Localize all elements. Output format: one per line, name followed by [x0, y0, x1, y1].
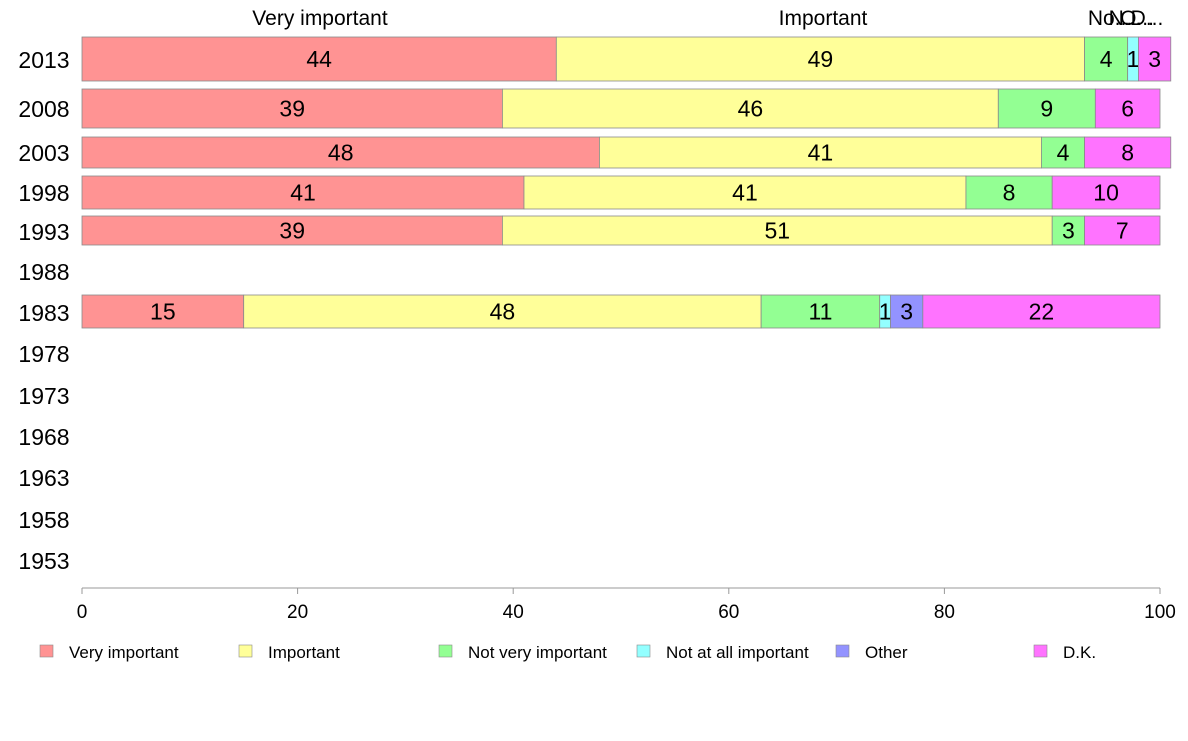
bar-1983-not-very-important [760, 294, 881, 329]
bar-value-label: 10 [1093, 180, 1119, 206]
bar-2003-d-k- [1084, 136, 1172, 169]
y-axis-labels: 2013 2008 2003 1998 1993 1988 1983 1978 1973 1968… [18, 47, 69, 574]
bar-value-label: 22 [1029, 299, 1055, 325]
bar-2008-d-k- [1094, 88, 1161, 129]
y-tick-label-1973: 1973 [18, 383, 69, 409]
legend-label-not-at-all-important: Not at all important [666, 643, 809, 662]
top-label-3: N... [1109, 7, 1142, 30]
bar-value-label: 41 [808, 140, 834, 166]
x-tick-label-0: 0 [77, 602, 88, 623]
bar-2003-not-very-important [1041, 136, 1085, 169]
bar-1993-not-very-important [1051, 215, 1085, 246]
y-tick-label-1963: 1963 [18, 465, 69, 491]
legend-swatch-important [238, 644, 253, 658]
x-tick-label-60: 60 [718, 602, 739, 623]
legend: Very important Important Not very importan… [39, 643, 1096, 662]
bar-value-label: 6 [1121, 96, 1134, 122]
bar-value-label: 3 [900, 299, 913, 325]
top-category-labels: Very important Important No...N...O...D... [252, 7, 1163, 30]
bar-value-label: 1 [879, 299, 892, 325]
bar-1983-very-important [81, 294, 245, 329]
bar-1993-very-important [81, 215, 503, 246]
bar-value-label: 3 [1062, 218, 1075, 244]
bar-value-label: 4 [1100, 46, 1113, 72]
y-tick-label-2013: 2013 [18, 47, 69, 73]
bar-1983-important [243, 294, 762, 329]
bar-value-label: 41 [290, 180, 316, 206]
bar-value-label: 11 [808, 299, 832, 325]
y-tick-label-2003: 2003 [18, 140, 69, 166]
x-tick-label-20: 20 [287, 602, 308, 623]
bar-1993-important [502, 215, 1053, 246]
legend-swatch-d-k [1033, 644, 1048, 658]
bar-1998-important [523, 175, 967, 210]
bar-value-label: 44 [306, 46, 332, 72]
y-tick-label-1988: 1988 [18, 259, 69, 285]
y-tick-label-1953: 1953 [18, 548, 69, 574]
x-tick-label-100: 100 [1144, 602, 1176, 623]
bar-value-label: 7 [1116, 218, 1129, 244]
top-label-4: O... [1120, 7, 1154, 30]
bar-value-label: 46 [738, 96, 764, 122]
y-tick-label-1968: 1968 [18, 424, 69, 450]
legend-label-other: Other [865, 643, 908, 662]
bar-value-label: 15 [150, 299, 176, 325]
bar-value-label: 3 [1148, 46, 1161, 72]
bar-value-label: 48 [490, 299, 516, 325]
bar-2008-very-important [81, 88, 503, 129]
legend-label-very-important: Very important [69, 643, 179, 662]
bar-value-label: 39 [279, 218, 305, 244]
bar-value-label: 48 [328, 140, 354, 166]
legend-label-important: Important [268, 643, 340, 662]
legend-label-not-very-important: Not very important [468, 643, 607, 662]
top-label-1: Important [779, 7, 868, 30]
top-label-0: Very important [252, 7, 388, 30]
bar-2008-not-very-important [997, 88, 1096, 129]
y-tick-label-1978: 1978 [18, 341, 69, 367]
bar-2013-not-very-important [1084, 36, 1129, 82]
top-label-5: D... [1131, 7, 1164, 30]
legend-swatch-not-at-all-important [636, 644, 651, 658]
y-tick-label-1993: 1993 [18, 219, 69, 245]
bar-1983-other [890, 294, 924, 329]
y-tick-label-1983: 1983 [18, 300, 69, 326]
bar-value-label: 9 [1040, 96, 1053, 122]
y-tick-label-1998: 1998 [18, 180, 69, 206]
legend-swatch-other [835, 644, 850, 658]
bar-1998-very-important [81, 175, 525, 210]
legend-swatch-very-important [39, 644, 54, 658]
bar-value-label: 4 [1057, 140, 1070, 166]
bar-value-label: 1 [1127, 46, 1140, 72]
bar-value-label: 8 [1003, 180, 1016, 206]
x-tick-label-40: 40 [503, 602, 524, 623]
bar-2003-important [599, 136, 1042, 169]
bar-2013-d-k- [1138, 36, 1172, 82]
bar-value-label: 41 [732, 180, 758, 206]
y-tick-label-2008: 2008 [18, 96, 69, 122]
bar-1983-d-k- [922, 294, 1161, 329]
x-tick-label-80: 80 [934, 602, 955, 623]
legend-swatch-not-very-important [438, 644, 453, 658]
bar-value-label: 49 [808, 46, 834, 72]
bar-value-label: 51 [765, 218, 791, 244]
bar-2013-very-important [81, 36, 557, 82]
x-axis: 0 20 40 60 80 100 [77, 587, 1176, 623]
legend-label-d-k: D.K. [1063, 643, 1096, 662]
bar-2008-important [502, 88, 999, 129]
top-label-2: No... [1088, 7, 1132, 30]
bar-1998-not-very-important [965, 175, 1053, 210]
y-tick-label-1958: 1958 [18, 507, 69, 533]
bar-value-label: 8 [1121, 140, 1134, 166]
bar-2013-important [555, 36, 1085, 82]
bar-value-label: 39 [279, 96, 305, 122]
bar-1993-d-k- [1084, 215, 1161, 246]
bar-1998-d-k- [1051, 175, 1161, 210]
